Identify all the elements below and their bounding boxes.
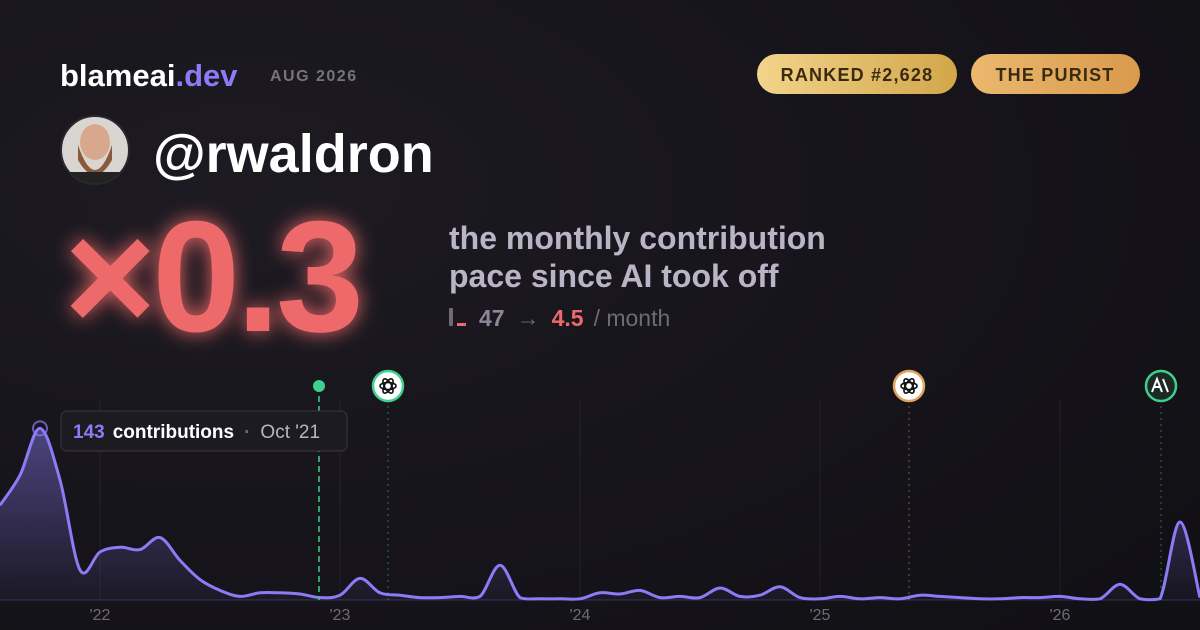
brand: blameai.dev	[60, 58, 238, 93]
pace-before: 47	[479, 305, 505, 331]
description-line: pace since AI took off	[449, 258, 779, 294]
x-tick-label: '22	[90, 607, 111, 624]
multiplier: ×0.3	[64, 189, 360, 365]
rank-text: RANKED #2,628	[781, 65, 934, 85]
period: AUG 2026	[270, 68, 358, 85]
description-line: the monthly contribution	[449, 220, 826, 256]
tooltip-label: contributions	[113, 422, 234, 443]
brand-tld: .dev	[175, 58, 238, 93]
username: @rwaldron	[153, 124, 434, 184]
openai-logo	[900, 378, 918, 394]
title-text: THE PURIST	[995, 65, 1114, 85]
x-tick-label: '23	[330, 607, 351, 624]
area	[0, 428, 1200, 600]
tooltip	[60, 410, 348, 452]
tooltip-text: 143 contributions · Oct '21	[73, 422, 320, 443]
event-icon	[892, 369, 926, 403]
tooltip-separator: ·	[244, 422, 250, 443]
x-tick-label: '24	[570, 607, 591, 624]
title-badge	[971, 54, 1140, 94]
event-icon	[1144, 369, 1178, 403]
x-tick-label: '25	[810, 607, 831, 624]
anthropic-logo	[1151, 376, 1169, 393]
tooltip-date: Oct '21	[260, 422, 320, 443]
pace-unit: / month	[594, 305, 671, 331]
rank-badge	[757, 54, 957, 94]
line	[0, 426, 1200, 602]
tooltip-value: 143	[73, 422, 105, 443]
brand-name: blameai	[60, 58, 175, 93]
event-icon	[371, 369, 405, 403]
pace: 47 → 4.5 / month	[479, 305, 670, 331]
x-tick-label: '26	[1050, 607, 1071, 624]
pace-after: 4.5	[552, 305, 584, 331]
avatar-ring	[60, 115, 130, 185]
peak-marker	[32, 420, 48, 437]
pace-icon	[449, 308, 453, 326]
pace-icon	[457, 323, 466, 326]
openai-logo	[379, 378, 397, 394]
event-dot	[313, 380, 325, 392]
pace-arrow: →	[517, 305, 540, 331]
chart: '22 '23 '24 '25 '26	[0, 400, 1200, 624]
